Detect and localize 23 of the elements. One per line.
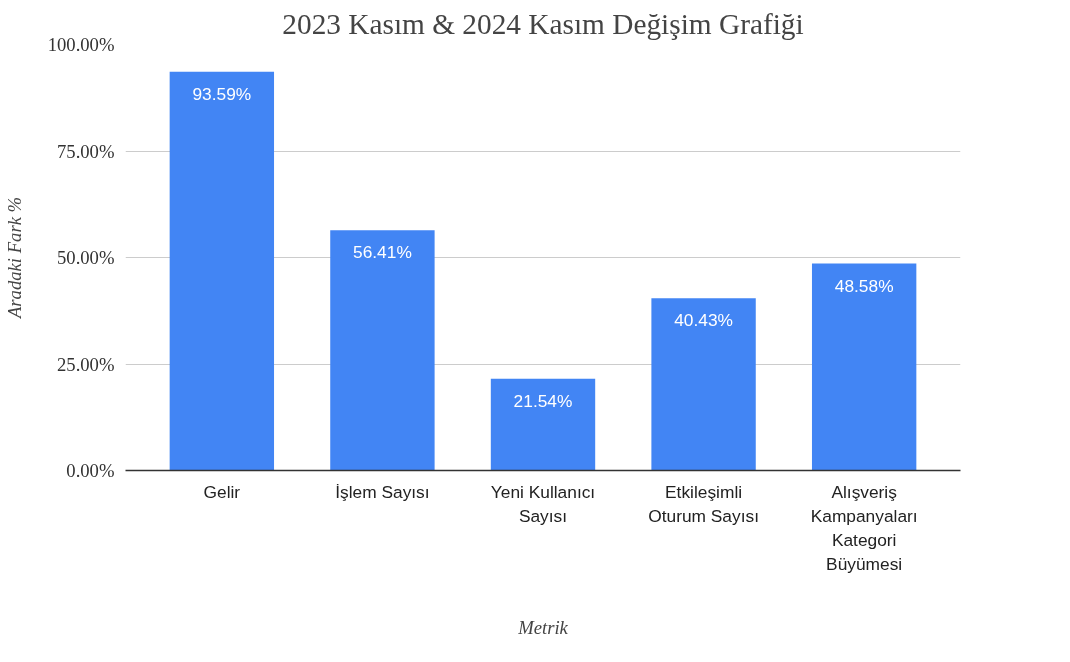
bar (330, 230, 435, 471)
x-tick-label: Alışveriş Kampanyaları Kategori Büyümesi (810, 481, 918, 574)
data-label: 40.43% (674, 310, 733, 331)
y-tick-label: 75.00% (56, 140, 115, 162)
x-tick-label: Gelir (203, 481, 241, 502)
bar (811, 263, 917, 471)
y-tick-label: 100.00% (47, 34, 115, 55)
bar (651, 298, 756, 471)
data-label: 48.58% (834, 275, 894, 296)
x-tick-label: Yeni Kullanıcı Sayısı (490, 481, 596, 526)
y-tick-label: 25.00% (56, 353, 115, 375)
bar (490, 378, 596, 471)
y-tick-label: 50.00% (56, 247, 115, 268)
bar (169, 71, 275, 471)
x-axis-title: Metrik (517, 616, 569, 638)
y-tick-label: 0.00% (66, 460, 115, 481)
x-tick-label: İşlem Sayısı (335, 481, 430, 502)
y-axis-title: Aradaki Fark % (3, 196, 25, 321)
data-label: 56.41% (353, 242, 412, 263)
x-tick-label: Etkileşimli Oturum Sayısı (648, 481, 759, 526)
chart-title: 2023 Kasım & 2024 Kasım Değişim Grafiği (282, 7, 804, 40)
data-label: 21.54% (513, 390, 573, 411)
data-label: 93.59% (192, 83, 252, 104)
